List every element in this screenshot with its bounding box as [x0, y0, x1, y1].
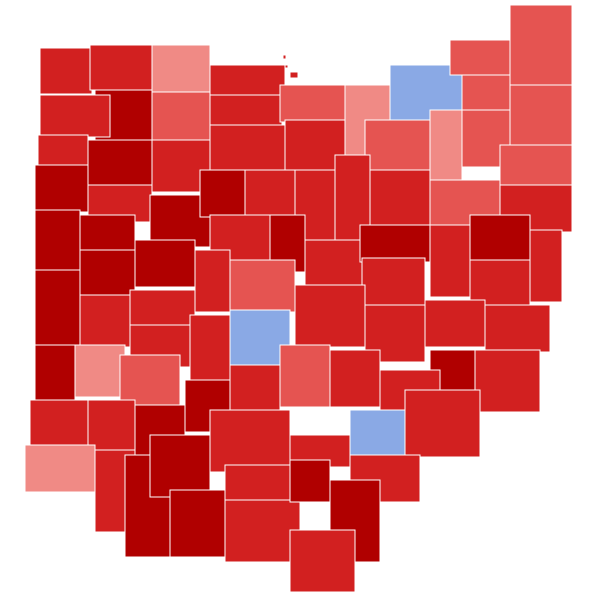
county-21: [37, 134, 89, 168]
county-83: [224, 499, 301, 563]
county-61: [119, 354, 181, 408]
county-0: [39, 47, 93, 95]
county-5: [209, 94, 283, 128]
county-53: [294, 284, 366, 348]
county-58: [189, 314, 231, 383]
county-36: [134, 239, 196, 288]
county-79: [404, 389, 481, 458]
county-81: [169, 489, 226, 558]
county-76: [209, 409, 291, 473]
county-15: [364, 119, 431, 173]
county-3: [151, 91, 211, 143]
island-2: [289, 71, 299, 79]
county-56: [484, 304, 551, 353]
county-48: [361, 257, 426, 308]
county-4: [209, 64, 286, 98]
county-62: [279, 344, 331, 408]
county-27: [244, 169, 296, 218]
county-65: [474, 349, 541, 413]
county-34: [34, 209, 81, 273]
county-41: [429, 224, 471, 298]
county-26: [199, 169, 246, 218]
county-14: [429, 109, 463, 183]
county-75: [149, 434, 211, 498]
county-49: [34, 269, 81, 348]
county-69: [87, 399, 136, 453]
county-82: [224, 464, 291, 503]
island-1: [284, 64, 289, 69]
county-45: [79, 249, 136, 298]
county-12: [509, 84, 573, 146]
county-47: [229, 259, 296, 313]
county-46: [194, 249, 231, 313]
county-42: [469, 214, 531, 263]
county-59: [34, 344, 76, 403]
county-17: [209, 124, 286, 173]
county-86: [289, 529, 356, 593]
county-32: [499, 144, 573, 188]
county-51: [129, 289, 196, 328]
county-2: [151, 44, 211, 96]
county-1: [89, 44, 153, 91]
county-84: [289, 459, 331, 503]
island-0: [282, 54, 287, 60]
county-40: [359, 224, 431, 263]
county-11: [461, 74, 511, 113]
county-10: [509, 4, 573, 88]
county-30: [369, 169, 431, 228]
county-43: [529, 229, 563, 303]
county-22: [87, 139, 153, 188]
county-6: [279, 84, 346, 123]
county-55: [424, 299, 486, 348]
county-39: [304, 239, 366, 288]
county-20: [39, 94, 111, 138]
county-63: [329, 349, 381, 408]
county-9: [449, 39, 511, 76]
county-60: [74, 344, 126, 398]
county-68: [29, 399, 91, 448]
county-35: [79, 214, 136, 253]
county-50: [79, 294, 131, 348]
county-23: [34, 164, 89, 213]
county-72: [24, 444, 96, 493]
